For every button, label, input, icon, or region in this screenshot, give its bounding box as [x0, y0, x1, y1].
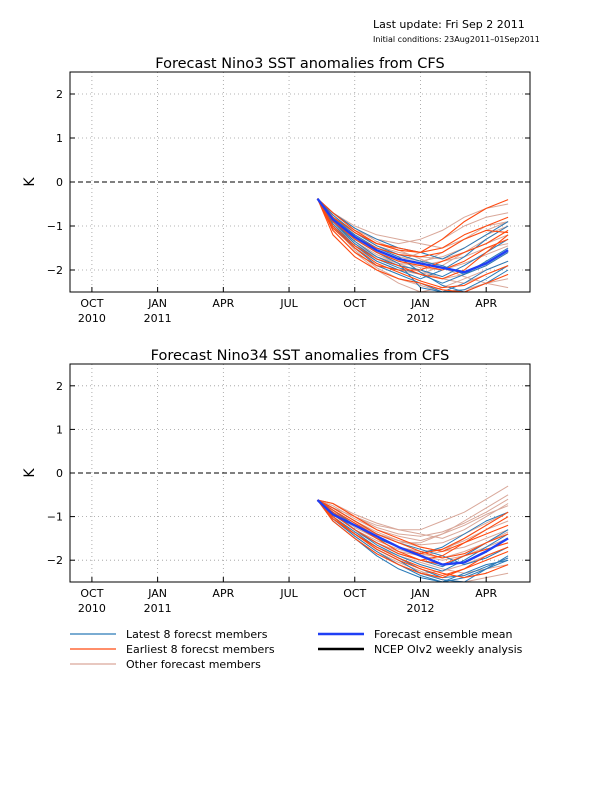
y-tick-label: 0 — [56, 176, 63, 189]
nino-forecast-figure: Forecast Nino3 SST anomalies from CFS 2 1 0… — [0, 0, 600, 800]
chart-title: Forecast Nino3 SST anomalies from CFS — [155, 56, 444, 72]
chart-title: Forecast Nino34 SST anomalies from CFS — [151, 348, 450, 364]
x-tick-label: JAN — [147, 297, 167, 310]
x-tick-year-label: 2011 — [144, 312, 172, 325]
x-tick-label: JAN — [410, 587, 430, 600]
x-tick-label: OCT — [80, 297, 103, 310]
y-axis-label: K — [22, 177, 38, 187]
y-axis-label: K — [22, 468, 38, 478]
x-tick-label: APR — [212, 587, 234, 600]
y-tick-label: 0 — [56, 467, 63, 480]
legend-label-analysis: NCEP OIv2 weekly analysis — [374, 643, 523, 656]
legend: Latest 8 forecst members Earliest 8 forec… — [70, 628, 523, 671]
x-tick-label: JUL — [279, 587, 298, 600]
y-tick-label: −2 — [47, 264, 63, 277]
legend-label-other: Other forecast members — [126, 658, 261, 671]
x-tick-label: OCT — [80, 587, 103, 600]
y-tick-label: 2 — [56, 88, 63, 101]
x-tick-year-label: 2012 — [406, 602, 434, 615]
legend-label-mean: Forecast ensemble mean — [374, 628, 513, 641]
series-group — [318, 486, 509, 582]
nino34-panel: Forecast Nino34 SST anomalies from CFS 2 1… — [22, 348, 530, 615]
x-tick-label: OCT — [343, 297, 366, 310]
x-tick-year-label: 2010 — [78, 312, 106, 325]
y-tick-label: −2 — [47, 554, 63, 567]
x-tick-label: JAN — [410, 297, 430, 310]
nino3-panel: Forecast Nino3 SST anomalies from CFS 2 1 0… — [22, 56, 530, 325]
x-tick-year-label: 2012 — [406, 312, 434, 325]
legend-label-latest: Latest 8 forecst members — [126, 628, 268, 641]
y-tick-label: 2 — [56, 380, 63, 393]
y-tick-label: 1 — [56, 423, 63, 436]
y-tick-label: −1 — [47, 220, 63, 233]
series-group — [318, 199, 509, 292]
x-tick-label: JAN — [147, 587, 167, 600]
x-tick-label: APR — [475, 297, 497, 310]
x-tick-label: APR — [212, 297, 234, 310]
y-tick-label: 1 — [56, 132, 63, 145]
x-tick-label: APR — [475, 587, 497, 600]
x-tick-year-label: 2010 — [78, 602, 106, 615]
x-tick-year-label: 2011 — [144, 602, 172, 615]
y-tick-label: −1 — [47, 511, 63, 524]
x-tick-label: JUL — [279, 297, 298, 310]
x-tick-label: OCT — [343, 587, 366, 600]
legend-label-earliest: Earliest 8 forecst members — [126, 643, 275, 656]
